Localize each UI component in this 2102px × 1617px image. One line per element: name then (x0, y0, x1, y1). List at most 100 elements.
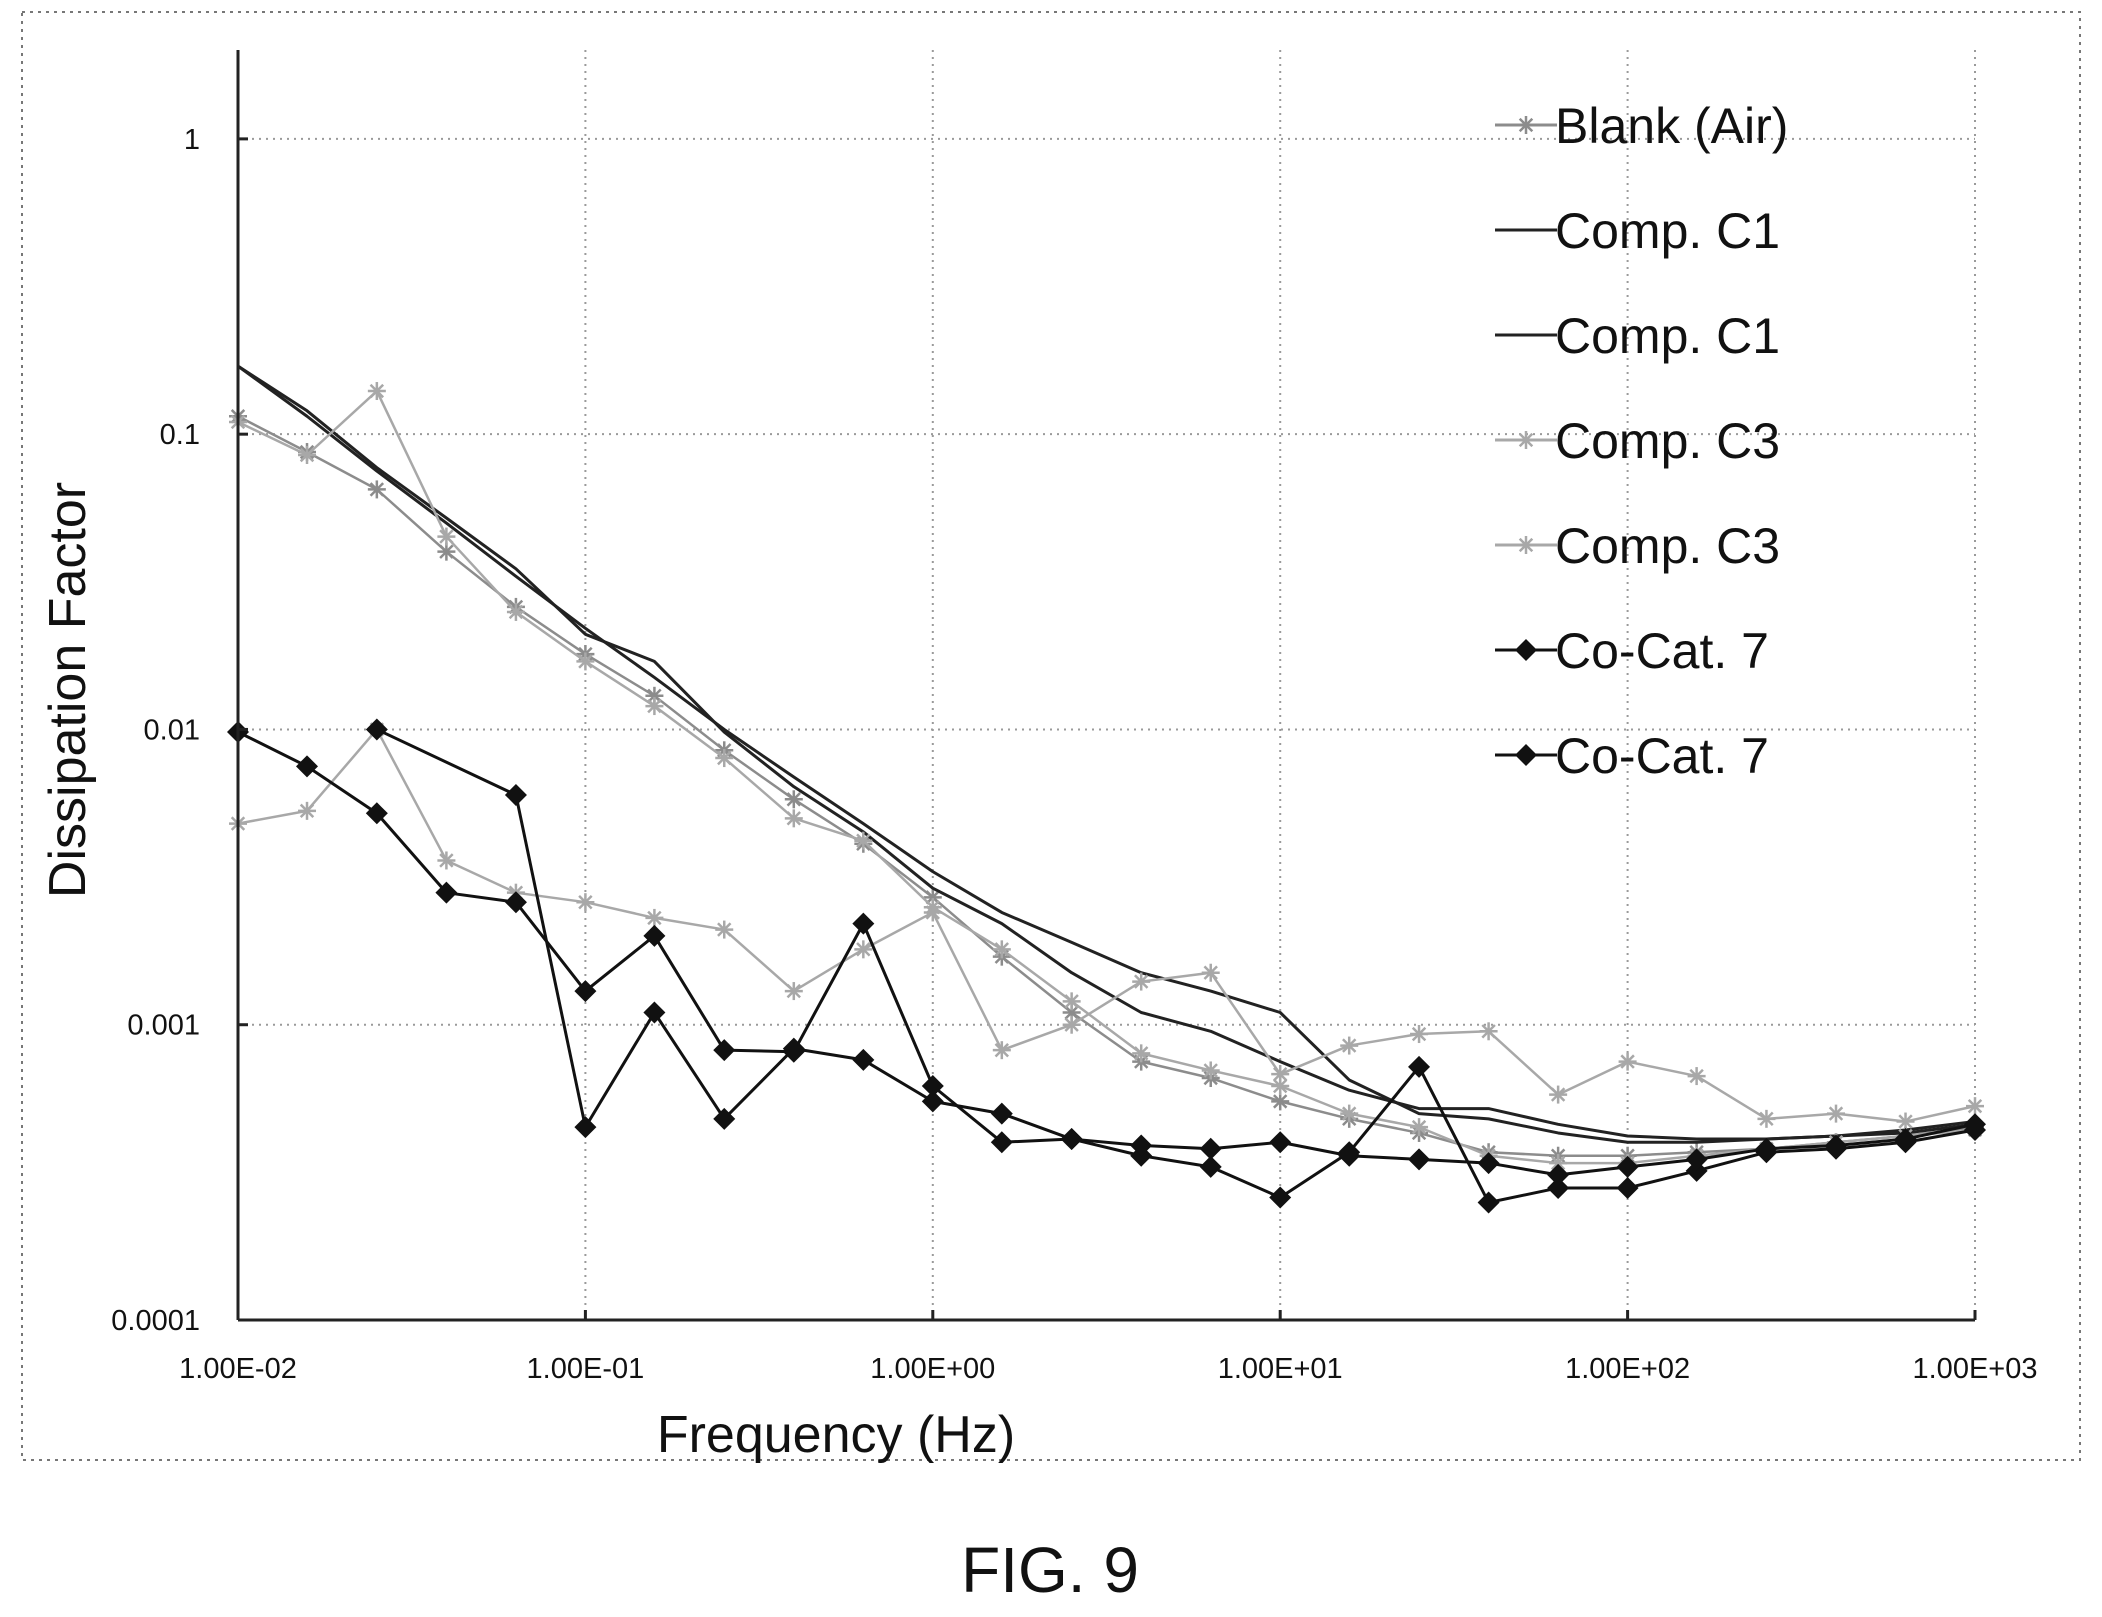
data-point-diamond (921, 1090, 944, 1113)
series-4 (229, 382, 1984, 1173)
legend-entry: Comp. C1 (1495, 308, 1780, 364)
data-point-star (854, 831, 873, 850)
data-point-star (367, 382, 386, 401)
x-tick-label: 1.00E+01 (1218, 1353, 1343, 1385)
data-point-diamond (990, 1131, 1013, 1154)
data-point-diamond (574, 980, 597, 1003)
data-point-star (784, 809, 803, 828)
data-point-star (437, 527, 456, 546)
data-point-diamond (1060, 1128, 1083, 1151)
data-point-star (784, 982, 803, 1001)
legend-swatch-star (1517, 536, 1535, 554)
legend-entry: Blank (Air) (1495, 98, 1788, 154)
data-point-star (1132, 1044, 1151, 1063)
data-point-star (1966, 1097, 1984, 1116)
data-point-star (1062, 1015, 1081, 1034)
data-point-diamond (1616, 1176, 1639, 1199)
data-point-diamond (782, 1037, 805, 1060)
series-line (237, 389, 1976, 1165)
data-point-star (1687, 1067, 1706, 1086)
data-point-star (992, 1041, 1011, 1060)
data-point-star (1826, 1104, 1845, 1123)
data-point-star (506, 602, 525, 621)
series-layer (227, 364, 1986, 1214)
data-point-diamond (1755, 1137, 1778, 1160)
data-point-diamond (365, 718, 388, 741)
data-point-diamond (852, 912, 875, 935)
series-line (237, 415, 1976, 1157)
data-point-diamond (574, 1116, 597, 1139)
data-point-diamond (1894, 1128, 1917, 1151)
data-point-diamond (435, 881, 458, 904)
data-point-diamond (852, 1048, 875, 1071)
legend-entry: Co-Cat. 7 (1495, 728, 1769, 784)
data-point-star (1271, 1092, 1290, 1111)
legend-label: Blank (Air) (1555, 98, 1788, 154)
data-point-diamond (1685, 1159, 1708, 1182)
data-point-diamond (643, 1001, 666, 1024)
data-point-star (784, 790, 803, 809)
legend-label: Comp. C3 (1555, 518, 1780, 574)
data-point-diamond (1477, 1152, 1500, 1175)
series-2 (237, 364, 1976, 1144)
data-point-star (298, 446, 317, 465)
data-point-star (1549, 1085, 1568, 1104)
data-point-star (1549, 1154, 1568, 1173)
data-point-diamond (1199, 1155, 1222, 1178)
data-point-diamond (1547, 1163, 1570, 1186)
data-point-star (645, 908, 664, 927)
data-point-star (1618, 1052, 1637, 1071)
y-tick-label: 1 (184, 124, 200, 156)
legend-swatch-diamond (1515, 639, 1537, 661)
axes (236, 50, 1977, 1322)
data-point-star (298, 801, 317, 820)
data-point-diamond (1964, 1113, 1986, 1136)
x-axis-title: Frequency (Hz) (657, 1406, 1015, 1464)
legend-label: Comp. C1 (1555, 308, 1780, 364)
data-point-star (1062, 992, 1081, 1011)
series-7 (365, 718, 1986, 1186)
data-point-diamond (365, 802, 388, 825)
data-point-diamond (504, 783, 527, 806)
data-point-diamond (1547, 1176, 1570, 1199)
data-point-star (1896, 1112, 1915, 1131)
y-tick-label: 0.01 (144, 714, 200, 746)
data-point-diamond (1477, 1191, 1500, 1214)
data-point-diamond (1408, 1148, 1431, 1171)
legend-label: Co-Cat. 7 (1555, 728, 1769, 784)
data-point-star (437, 851, 456, 870)
data-point-star (923, 903, 942, 922)
x-tick-label: 1.00E-02 (179, 1353, 297, 1385)
legend-entry: Comp. C1 (1495, 203, 1780, 259)
data-point-diamond (713, 1107, 736, 1130)
series-line (237, 728, 1976, 1123)
data-point-star (1132, 972, 1151, 991)
data-point-diamond (713, 1039, 736, 1062)
data-point-star (437, 542, 456, 561)
data-point-star (1410, 1025, 1429, 1044)
data-point-diamond (1338, 1144, 1361, 1167)
data-point-star (576, 652, 595, 671)
legend-label: Co-Cat. 7 (1555, 623, 1769, 679)
data-point-star (715, 749, 734, 768)
figure-caption: FIG. 9 (961, 1534, 1139, 1606)
data-point-star (1479, 1022, 1498, 1041)
data-point-diamond (990, 1102, 1013, 1125)
legend-entry: Co-Cat. 7 (1495, 623, 1769, 679)
y-axis-title: Dissipation Factor (39, 482, 97, 898)
data-point-star (1201, 963, 1220, 982)
data-point-star (367, 480, 386, 499)
data-point-diamond (643, 924, 666, 947)
data-point-star (1340, 1036, 1359, 1055)
data-point-diamond (1616, 1155, 1639, 1178)
data-point-diamond (1130, 1134, 1153, 1157)
data-point-star (1410, 1118, 1429, 1137)
series-3 (237, 364, 1976, 1141)
legend-label: Comp. C1 (1555, 203, 1780, 259)
y-tick-label: 0.0001 (111, 1305, 200, 1337)
y-tick-label: 0.001 (127, 1010, 200, 1042)
data-point-diamond (1408, 1055, 1431, 1078)
data-point-diamond (296, 755, 319, 778)
x-tick-label: 1.00E+02 (1565, 1353, 1690, 1385)
